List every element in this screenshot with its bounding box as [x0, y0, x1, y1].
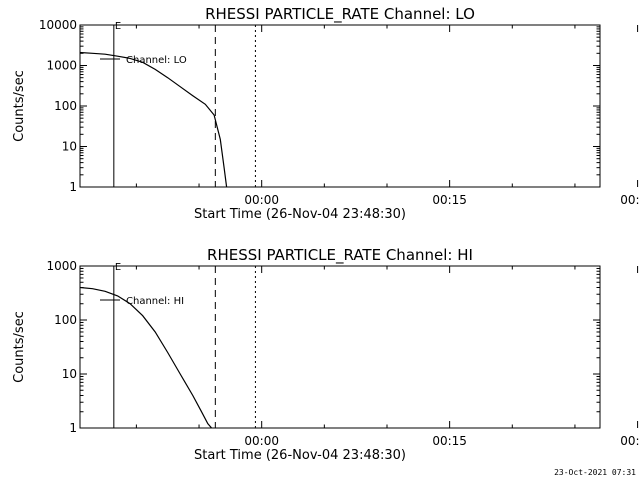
- y-tick-label: 10: [62, 140, 77, 154]
- y-axis-label: Counts/sec: [12, 311, 27, 383]
- event-marker-label: E: [115, 262, 121, 273]
- y-tick-label: 1000: [46, 59, 77, 73]
- chart-panel-1: RHESSI PARTICLE_RATE Channel: LO 1 10 100 10…: [12, 5, 640, 222]
- plot-frame: [79, 24, 601, 188]
- x-tick-label: 00:30: [620, 193, 640, 207]
- series-line-segment: [79, 286, 213, 429]
- chart-title: RHESSI PARTICLE_RATE Channel: HI: [207, 246, 473, 265]
- y-tick-label: 10000: [39, 18, 77, 32]
- x-tick-label: 00:15: [432, 193, 467, 207]
- series-line-segment: [79, 51, 228, 188]
- plot-frame: [79, 265, 601, 429]
- y-tick-label: 1: [69, 421, 77, 435]
- chart-panel-2: RHESSI PARTICLE_RATE Channel: HI 1 10 100 10…: [12, 246, 640, 463]
- x-tick-label: 00:15: [432, 434, 467, 448]
- legend-label: Channel: LO: [126, 55, 187, 66]
- y-tick-label: 10: [62, 367, 77, 381]
- y-tick-label: 1: [69, 180, 77, 194]
- legend-label: Channel: HI: [126, 296, 184, 307]
- y-tick-label: 1000: [46, 259, 77, 273]
- y-tick-label: 100: [54, 313, 77, 327]
- footer-timestamp: 23-Oct-2021 07:31: [554, 468, 636, 477]
- y-axis-label: Counts/sec: [12, 70, 27, 142]
- x-axis-label: Start Time (26-Nov-04 23:48:30): [194, 207, 406, 222]
- x-tick-label: 00:00: [244, 193, 279, 207]
- x-axis-label: Start Time (26-Nov-04 23:48:30): [194, 448, 406, 463]
- x-tick-label: 00:30: [620, 434, 640, 448]
- y-tick-label: 100: [54, 99, 77, 113]
- event-marker-label: E: [115, 21, 121, 32]
- chart-title: RHESSI PARTICLE_RATE Channel: LO: [205, 5, 475, 24]
- x-tick-label: 00:00: [244, 434, 279, 448]
